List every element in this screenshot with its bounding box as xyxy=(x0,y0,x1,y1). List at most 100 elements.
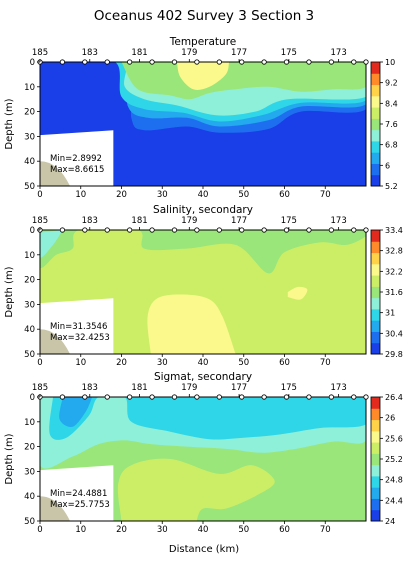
colorbar-segment xyxy=(371,118,380,131)
colorbar-tick-label: 25.2 xyxy=(385,455,403,464)
colorbar-tick-label: 24.4 xyxy=(385,496,403,505)
x-tick-label: 70 xyxy=(320,358,331,368)
station-marker xyxy=(239,394,245,400)
station-marker xyxy=(82,59,88,65)
station-marker xyxy=(351,394,357,400)
x-tick-label: 20 xyxy=(116,358,127,368)
x-tick-label: 70 xyxy=(320,190,331,200)
station-marker xyxy=(306,227,312,233)
colorbar-tick-label: 26 xyxy=(385,414,395,423)
colorbar: 10 9.2 8.4 7.6 6.8 6 5.2 xyxy=(370,58,398,191)
station-marker xyxy=(104,59,110,65)
colorbar-tick-label: 29.8 xyxy=(385,350,403,359)
x-tick-label: 0 xyxy=(37,525,42,535)
x-tick-label: 50 xyxy=(238,190,249,200)
y-tick-label: 10 xyxy=(24,83,35,93)
colorbar-segment xyxy=(371,342,380,355)
colorbar-tick-label: 33.4 xyxy=(385,226,403,235)
panel-title: Salinity, secondary xyxy=(153,204,253,216)
contour-band xyxy=(59,397,93,428)
station-marker xyxy=(261,227,267,233)
station-marker xyxy=(328,59,334,65)
station-marker xyxy=(363,227,369,233)
top-tick-label: 177 xyxy=(231,216,247,226)
colorbar-segment xyxy=(371,152,380,164)
y-tick-label: 40 xyxy=(24,492,35,502)
y-axis-label: Depth (m) xyxy=(4,98,15,149)
colorbar-segment xyxy=(371,331,380,344)
y-tick-label: 0 xyxy=(30,58,35,68)
colorbar-segment xyxy=(371,308,380,321)
figure-title: Oceanus 402 Survey 3 Section 3 xyxy=(94,8,314,24)
station-marker xyxy=(283,227,290,233)
station-marker xyxy=(59,227,66,233)
y-tick-label: 30 xyxy=(24,300,35,310)
x-tick-label: 10 xyxy=(75,525,86,535)
top-tick-label: 177 xyxy=(231,383,247,393)
panel-1: Temperature 185 183 181 179 177 175 173 0 10 20 30 4… xyxy=(4,36,398,200)
colorbar-tick-label: 26.4 xyxy=(385,393,403,402)
top-tick-label: 179 xyxy=(181,216,197,226)
top-tick-label: 185 xyxy=(32,48,48,58)
colorbar-segment xyxy=(371,62,380,74)
y-tick-label: 50 xyxy=(24,182,35,192)
station-marker xyxy=(283,59,290,65)
top-tick-label: 175 xyxy=(281,216,297,226)
station-marker xyxy=(127,227,133,233)
station-marker xyxy=(306,59,312,65)
colorbar-segment xyxy=(371,498,380,511)
colorbar-segment xyxy=(371,453,380,466)
station-marker xyxy=(216,59,222,65)
top-tick-label: 179 xyxy=(181,383,197,393)
x-tick-label: 0 xyxy=(37,358,42,368)
colorbar-tick-label: 24 xyxy=(385,517,395,526)
x-tick-label: 60 xyxy=(279,358,290,368)
colorbar-tick-label: 9.2 xyxy=(385,79,398,88)
y-tick-label: 0 xyxy=(30,393,35,403)
colorbar-tick-label: 32.8 xyxy=(385,247,403,256)
y-tick-label: 20 xyxy=(24,276,35,286)
min-label: Min=31.3546 xyxy=(50,322,107,332)
contour-band xyxy=(40,230,366,274)
colorbar-tick-label: 30.4 xyxy=(385,329,403,338)
top-tick-label: 175 xyxy=(281,383,297,393)
y-tick-label: 50 xyxy=(24,517,35,527)
bathymetry xyxy=(40,161,70,186)
top-tick-label: 173 xyxy=(331,383,347,393)
top-tick-label: 181 xyxy=(131,216,147,226)
bathymetry xyxy=(40,496,70,521)
panel-2: Salinity, secondary 185 183 181 179 177 175 173… xyxy=(4,204,403,368)
contour-band xyxy=(176,62,230,90)
colorbar-segment xyxy=(371,107,380,119)
colorbar-segment xyxy=(371,174,380,187)
station-marker xyxy=(149,59,155,65)
station-marker xyxy=(261,394,267,400)
colorbar-segment xyxy=(371,487,380,499)
colorbar-tick-label: 32.2 xyxy=(385,267,403,276)
colorbar-tick-label: 25.6 xyxy=(385,434,403,443)
colorbar-segment xyxy=(371,163,380,176)
colorbar-segment xyxy=(371,95,380,108)
x-tick-label: 20 xyxy=(116,525,127,535)
station-marker xyxy=(239,59,245,65)
x-tick-label: 40 xyxy=(198,190,209,200)
colorbar-segment xyxy=(371,408,380,421)
x-tick-label: 30 xyxy=(157,190,168,200)
colorbar-segment xyxy=(371,140,380,153)
station-marker xyxy=(216,227,222,233)
colorbar-tick-label: 31 xyxy=(385,309,395,318)
station-marker xyxy=(59,59,66,65)
top-tick-label: 175 xyxy=(281,48,297,58)
station-marker xyxy=(104,394,110,400)
top-tick-label: 173 xyxy=(331,48,347,58)
x-tick-label: 40 xyxy=(198,525,209,535)
colorbar-tick-label: 8.4 xyxy=(385,99,398,108)
colorbar-segment xyxy=(371,475,380,488)
station-marker xyxy=(149,394,155,400)
top-tick-label: 173 xyxy=(331,216,347,226)
colorbar-tick-label: 7.6 xyxy=(385,120,398,129)
station-marker xyxy=(149,227,155,233)
station-marker xyxy=(171,394,178,400)
contour-band xyxy=(49,397,366,440)
colorbar-tick-label: 5.2 xyxy=(385,182,398,191)
